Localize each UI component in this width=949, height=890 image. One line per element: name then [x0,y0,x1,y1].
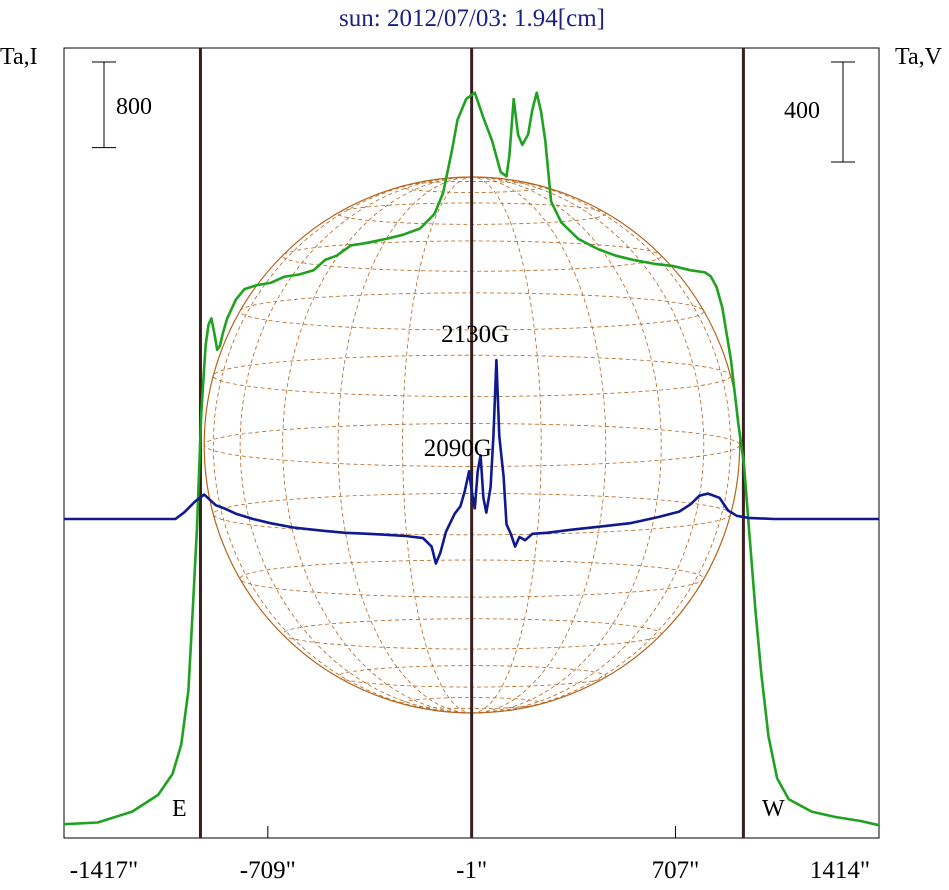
x-tick-label: 1414" [810,857,870,884]
longitude-line [471,176,542,714]
field-annotation: 2090G [424,435,492,462]
longitude-line [471,176,731,714]
x-tick-label: 707" [652,857,700,884]
longitude-line [337,176,472,714]
longitude-line [471,176,607,714]
field-annotation: 2130G [441,321,509,348]
latitude-line [203,423,741,467]
series-line-V [64,358,879,565]
scale-bar-label-left: 800 [116,94,152,120]
east-limb-label: E [172,796,187,822]
series-layer [63,91,880,827]
series-line-I [63,91,880,827]
y-axis-label-right: Ta,V [895,44,943,70]
longitude-line [402,176,472,714]
longitude-line [212,176,472,714]
y-axis-label-left: Ta,I [0,44,38,70]
x-tick-label: -1" [456,857,487,884]
plot-frame [63,47,880,839]
longitude-line [239,176,472,714]
scale-bar-label-right: 400 [784,98,820,124]
x-tick-label: -1417" [70,857,139,884]
chart-title: sun: 2012/07/03: 1.94[cm] [339,5,605,32]
west-limb-label: W [762,796,785,822]
x-tick-label: -709" [240,857,296,884]
longitude-line [471,176,705,714]
text-layer: sun: 2012/07/03: 1.94[cm] Ta,I Ta,V 800 … [0,5,943,884]
